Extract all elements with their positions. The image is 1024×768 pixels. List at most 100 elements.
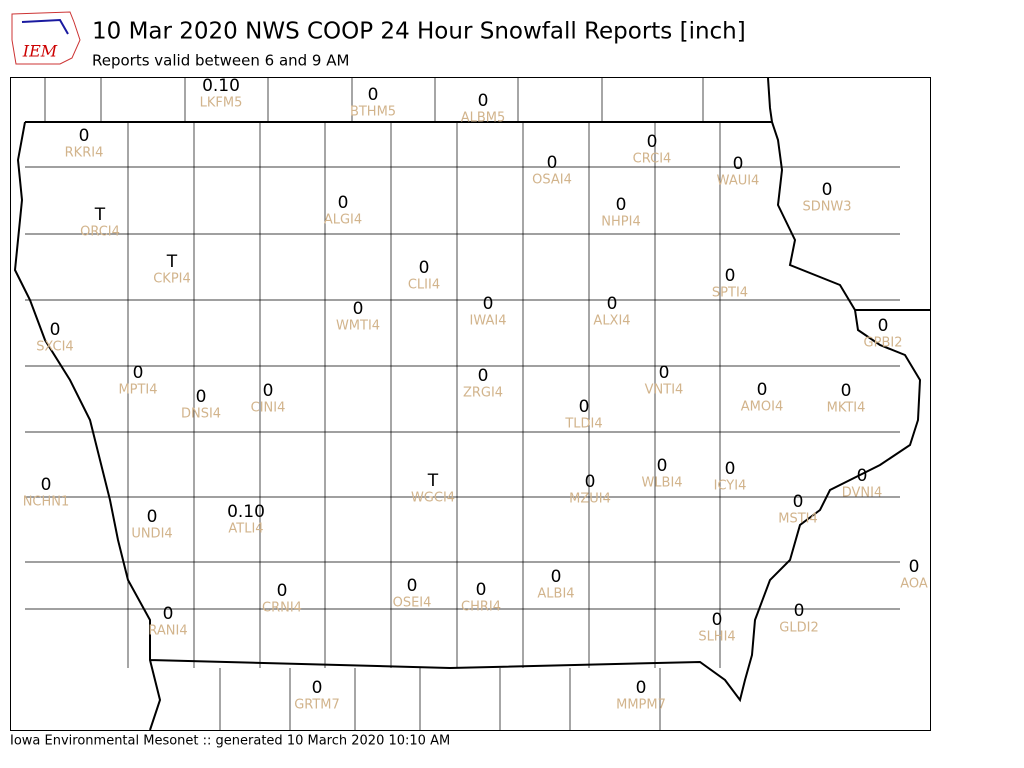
station-id: AOA: [900, 577, 928, 592]
station-id: SPTI4: [712, 286, 748, 301]
station-id: RANI4: [148, 624, 187, 639]
county-lines: [25, 78, 900, 730]
snowfall-value: 0: [909, 557, 920, 577]
snowfall-value: 0: [659, 363, 670, 383]
snowfall-value: 0: [725, 266, 736, 286]
map-frame: [10, 77, 931, 731]
station-id: BTHM5: [350, 105, 396, 120]
station-id: WGCI4: [411, 491, 455, 506]
station-id: GLDI2: [779, 621, 818, 636]
station-id: DNSI4: [181, 407, 221, 422]
station-id: RKRI4: [65, 146, 104, 161]
snowfall-value: 0: [793, 492, 804, 512]
snowfall-value: 0: [353, 299, 364, 319]
station-id: SXCI4: [36, 340, 73, 355]
station-id: LKFM5: [200, 96, 243, 111]
snowfall-value: 0: [794, 601, 805, 621]
snowfall-value: 0: [657, 456, 668, 476]
station-id: NHPI4: [601, 215, 640, 230]
station-id: CINI4: [251, 401, 286, 416]
state-border: [13, 77, 930, 731]
snowfall-value: 0: [585, 472, 596, 492]
snowfall-value: 0: [551, 567, 562, 587]
footer: Iowa Environmental Mesonet :: generated …: [10, 734, 450, 749]
station-id: OSEI4: [393, 596, 432, 611]
snowfall-value: 0: [822, 180, 833, 200]
snowfall-value: 0: [841, 381, 852, 401]
snowfall-value: 0: [636, 678, 647, 698]
subtitle: Reports valid between 6 and 9 AM: [92, 52, 349, 70]
snowfall-value: 0: [133, 363, 144, 383]
snowfall-value: 0: [476, 580, 487, 600]
station-id: VNTI4: [645, 383, 684, 398]
station-id: MKTI4: [827, 401, 866, 416]
station-id: WMTI4: [336, 319, 380, 334]
snowfall-value: 0: [419, 258, 430, 278]
snowfall-value: 0.10: [227, 502, 265, 522]
snowfall-value: 0: [647, 132, 658, 152]
snowfall-value: 0: [547, 153, 558, 173]
snowfall-value: 0: [338, 193, 349, 213]
station-id: ZRGI4: [463, 386, 503, 401]
snowfall-value: 0: [478, 366, 489, 386]
snowfall-value: 0: [277, 581, 288, 601]
snowfall-value: T: [94, 205, 106, 225]
station-id: WLBI4: [641, 476, 682, 491]
snowfall-value: 0: [147, 507, 158, 527]
snowfall-value: 0: [407, 576, 418, 596]
station-id: ALXI4: [593, 314, 630, 329]
snowfall-value: 0: [616, 195, 627, 215]
snowfall-value: 0: [733, 154, 744, 174]
station-id: MSTI4: [778, 512, 818, 527]
snowfall-value: 0.10: [202, 76, 240, 96]
snowfall-value: T: [427, 471, 439, 491]
logo-text: IEM: [22, 42, 58, 61]
station-id: UNDI4: [131, 527, 172, 542]
station-id: SDNW3: [802, 200, 851, 215]
station-id: ALBI4: [537, 587, 574, 602]
snowfall-value: 0: [857, 466, 868, 486]
snowfall-value: 0: [712, 610, 723, 630]
station-id: CLII4: [408, 278, 440, 293]
station-id: GRTM7: [294, 698, 340, 713]
station-layer: LKFM50.10BTHM50ALBM50RKRI40CRCI40OSAI40W…: [23, 76, 928, 713]
snowfall-value: 0: [163, 604, 174, 624]
station-id: ICYI4: [714, 479, 747, 494]
snowfall-value: 0: [368, 85, 379, 105]
snowfall-value: 0: [79, 126, 90, 146]
snowfall-value: 0: [41, 475, 52, 495]
station-id: MPTI4: [118, 383, 157, 398]
snowfall-value: 0: [757, 380, 768, 400]
snowfall-value: 0: [878, 316, 889, 336]
station-id: CKPI4: [153, 272, 191, 287]
snowfall-value: 0: [263, 381, 274, 401]
station-id: MMPM7: [616, 698, 666, 713]
snowfall-value: 0: [607, 294, 618, 314]
snowfall-value: 0: [579, 397, 590, 417]
station-id: ORCI4: [80, 225, 120, 240]
station-id: ALGI4: [324, 213, 362, 228]
snowfall-value: T: [166, 252, 178, 272]
logo: IEM: [11, 11, 81, 65]
station-id: SLHI4: [698, 630, 735, 645]
snowfall-value: 0: [196, 387, 207, 407]
snowfall-value: 0: [312, 678, 323, 698]
snowfall-value: 0: [725, 459, 736, 479]
station-id: NCHN1: [23, 495, 70, 510]
station-id: ALBM5: [461, 111, 506, 126]
station-id: WAUI4: [717, 174, 760, 189]
title: 10 Mar 2020 NWS COOP 24 Hour Snowfall Re…: [92, 19, 746, 45]
station-id: CHRI4: [461, 600, 501, 615]
station-id: OSAI4: [532, 173, 572, 188]
station-id: ATLI4: [228, 522, 263, 537]
station-id: CRCI4: [633, 152, 672, 167]
station-id: MZUI4: [569, 492, 611, 507]
station-id: AMOI4: [741, 400, 783, 415]
station-id: TLDI4: [564, 417, 602, 432]
station-id: DVNI4: [842, 486, 883, 501]
station-id: CRNI4: [262, 601, 302, 616]
snowfall-value: 0: [478, 91, 489, 111]
snowfall-value: 0: [483, 294, 494, 314]
